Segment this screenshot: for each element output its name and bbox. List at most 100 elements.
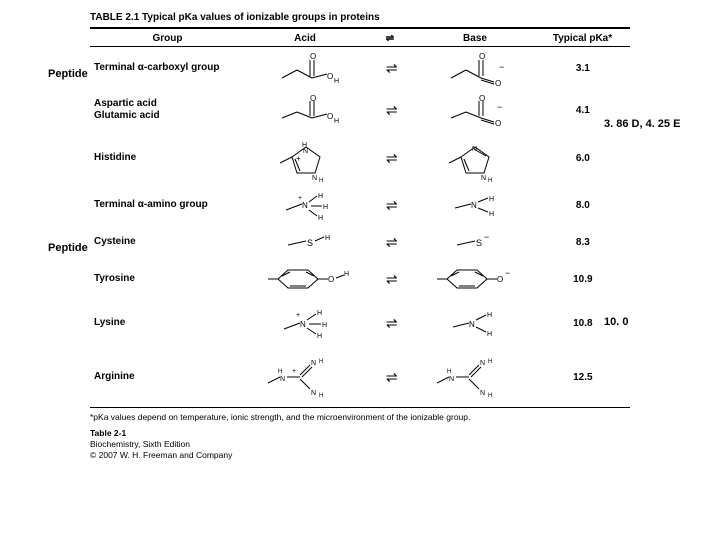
pka-lys: 10.8 [536,318,630,329]
svg-text:N: N [480,360,485,367]
svg-text:H: H [317,310,322,317]
acid-lys: N + H H H [248,303,367,343]
svg-text:N: N [280,376,285,383]
label-asp-glu: Aspartic acidGlutamic acid [90,98,248,123]
svg-text:H: H [447,369,451,375]
svg-text:N: N [471,201,477,210]
svg-text:H: H [278,369,282,375]
row-cys: Cysteine S H ⇌ S − 8.3 [90,225,630,259]
eq-4: ⇌ [367,197,417,214]
row-asp-glu: Aspartic acidGlutamic acid O O H ⇌ O O − [90,89,630,131]
pka-asp-glu: 4.1 [536,105,630,116]
label-tyr: Tyrosine [90,273,248,286]
acid-tyr: O H [248,262,367,296]
col-header-eq: ⇌ [365,33,415,44]
annot-peptide-1: Peptide [48,68,88,80]
svg-text:H: H [317,333,322,340]
svg-text:+: + [298,195,302,202]
svg-text:N: N [480,390,485,397]
svg-text:−: − [499,62,504,72]
svg-text:S: S [476,238,482,248]
svg-text:S: S [307,238,313,248]
eq-5: ⇌ [367,234,417,251]
svg-text:O: O [310,94,316,103]
col-header-base: Base [415,33,535,44]
copyright: © 2007 W. H. Freeman and Company [90,450,630,461]
svg-text:H: H [325,235,330,242]
table-caption: TABLE 2.1 Typical pKa values of ionizabl… [90,12,630,27]
base-terminal-amino: N H H [417,188,536,222]
svg-text:N: N [469,320,475,329]
col-header-group: Group [90,33,245,44]
base-cys: S − [417,229,536,255]
svg-text:O: O [479,94,485,103]
svg-text:O: O [327,72,333,81]
svg-text:H: H [322,322,327,329]
base-terminal-carboxyl: O O − [417,50,536,86]
row-lys: Lysine N + H H H ⇌ N H H 10.8 [90,299,630,347]
eq-7: ⇌ [367,315,417,332]
label-cys: Cysteine [90,236,248,249]
svg-text:N: N [311,390,316,397]
svg-text:H: H [488,178,492,183]
base-lys: N H H [417,303,536,343]
svg-text:H: H [319,178,323,183]
table-number: Table 2-1 [90,428,630,439]
svg-text:H: H [488,393,492,399]
base-asp-glu: O O − [417,92,536,128]
svg-text:O: O [328,275,334,284]
label-his: Histidine [90,152,248,165]
base-his: N N H [417,133,536,183]
svg-text:H: H [319,393,323,399]
header-row: Group Acid ⇌ Base Typical pKa* [90,29,630,46]
pka-tyr: 10.9 [536,274,630,285]
svg-text:N: N [302,201,308,210]
col-header-pka: Typical pKa* [535,33,630,44]
svg-text:H: H [318,193,323,200]
acid-terminal-amino: N + H H H [248,188,367,222]
col-header-acid: Acid [245,33,365,44]
svg-text:H: H [319,359,323,365]
svg-text:H: H [487,312,492,319]
base-arg: N H N H N H [417,349,536,405]
svg-text:+: + [296,312,300,319]
svg-text:O: O [479,52,485,61]
eq-6: ⇌ [367,271,417,288]
label-terminal-carboxyl: Terminal α-carboxyl group [90,62,248,75]
svg-text:H: H [489,196,494,203]
svg-text:H: H [323,204,328,211]
label-lys: Lysine [90,317,248,330]
svg-text:O: O [327,112,333,121]
svg-text:−: − [505,268,510,278]
pka-arg: 12.5 [536,372,630,383]
svg-text:N: N [449,376,454,383]
acid-asp-glu: O O H [248,92,367,128]
svg-text:H: H [344,271,349,278]
row-tyr: Tyrosine O H ⇌ O − 10.9 [90,259,630,299]
row-arg: Arginine N H + N H N H ⇌ N H [90,347,630,407]
svg-text:H: H [488,359,492,365]
row-terminal-amino: Terminal α-amino group N + H H H ⇌ N H H… [90,185,630,225]
svg-text:O: O [310,52,316,61]
row-terminal-carboxyl: Terminal α-carboxyl group O O H ⇌ O O − … [90,47,630,89]
svg-text:N: N [481,175,486,182]
base-tyr: O − [417,262,536,296]
svg-text:H: H [334,78,339,85]
svg-text:−: − [484,232,489,242]
svg-text:+: + [296,154,301,163]
pka-cys: 8.3 [536,237,630,248]
svg-text:+: + [292,368,296,375]
svg-text:N: N [300,320,306,329]
svg-text:O: O [495,79,501,86]
label-arg: Arginine [90,371,248,384]
svg-text:O: O [495,119,501,128]
book-title: Biochemistry, Sixth Edition [90,439,630,450]
acid-cys: S H [248,229,367,255]
svg-text:O: O [497,275,503,284]
eq-3: ⇌ [367,150,417,167]
pka-terminal-carboxyl: 3.1 [536,63,630,74]
acid-terminal-carboxyl: O O H [248,50,367,86]
svg-text:N: N [311,360,316,367]
eq-8: ⇌ [367,369,417,386]
footnote: *pKa values depend on temperature, ionic… [90,408,630,422]
